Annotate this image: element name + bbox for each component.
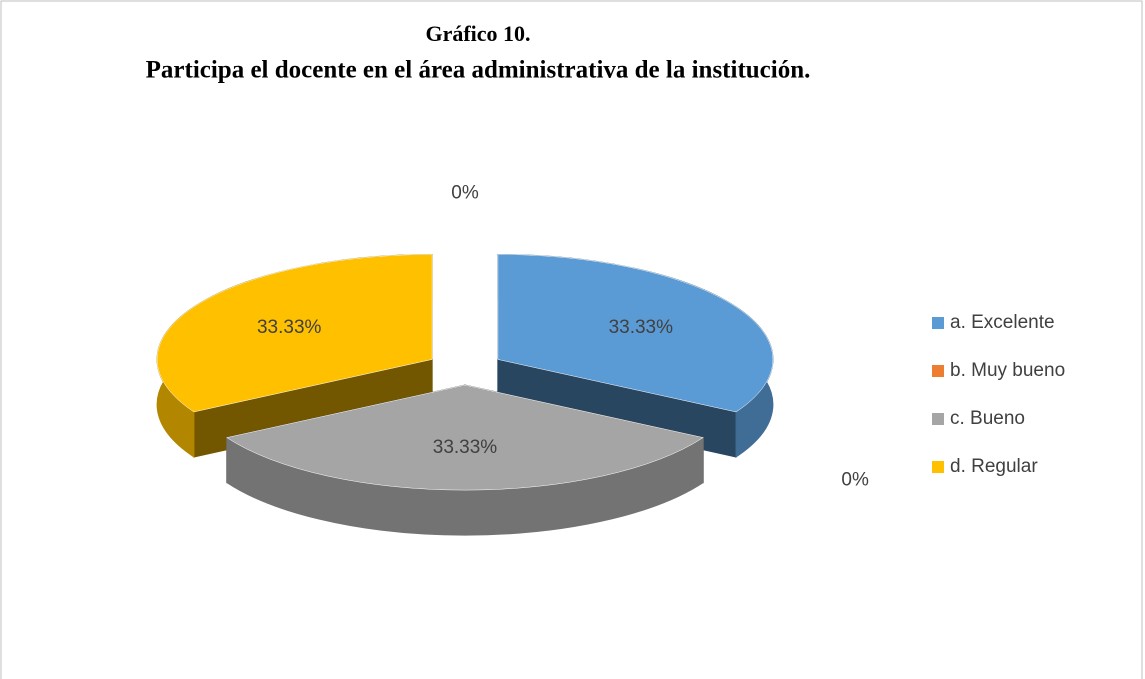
legend-label: a. Excelente (950, 312, 1055, 333)
legend-swatch (932, 461, 944, 473)
slice-face (156, 254, 433, 413)
legend-swatch (932, 317, 944, 329)
pie-slice (226, 384, 704, 536)
data-label: 33.33% (257, 317, 322, 338)
data-label: 0% (451, 182, 479, 203)
data-label: 33.33% (609, 317, 674, 338)
chart-title: Gráfico 10. (425, 21, 530, 46)
chart-subtitle: Participa el docente en el área administ… (146, 57, 811, 84)
data-label: 0% (841, 469, 869, 490)
legend-label: b. Muy bueno (950, 360, 1065, 381)
data-label: 33.33% (433, 437, 498, 458)
legend-label: c. Bueno (950, 408, 1025, 429)
legend-swatch (932, 413, 944, 425)
slice-face (226, 384, 704, 491)
slice-face (497, 254, 774, 413)
legend-swatch (932, 365, 944, 377)
legend-label: d. Regular (950, 456, 1038, 477)
